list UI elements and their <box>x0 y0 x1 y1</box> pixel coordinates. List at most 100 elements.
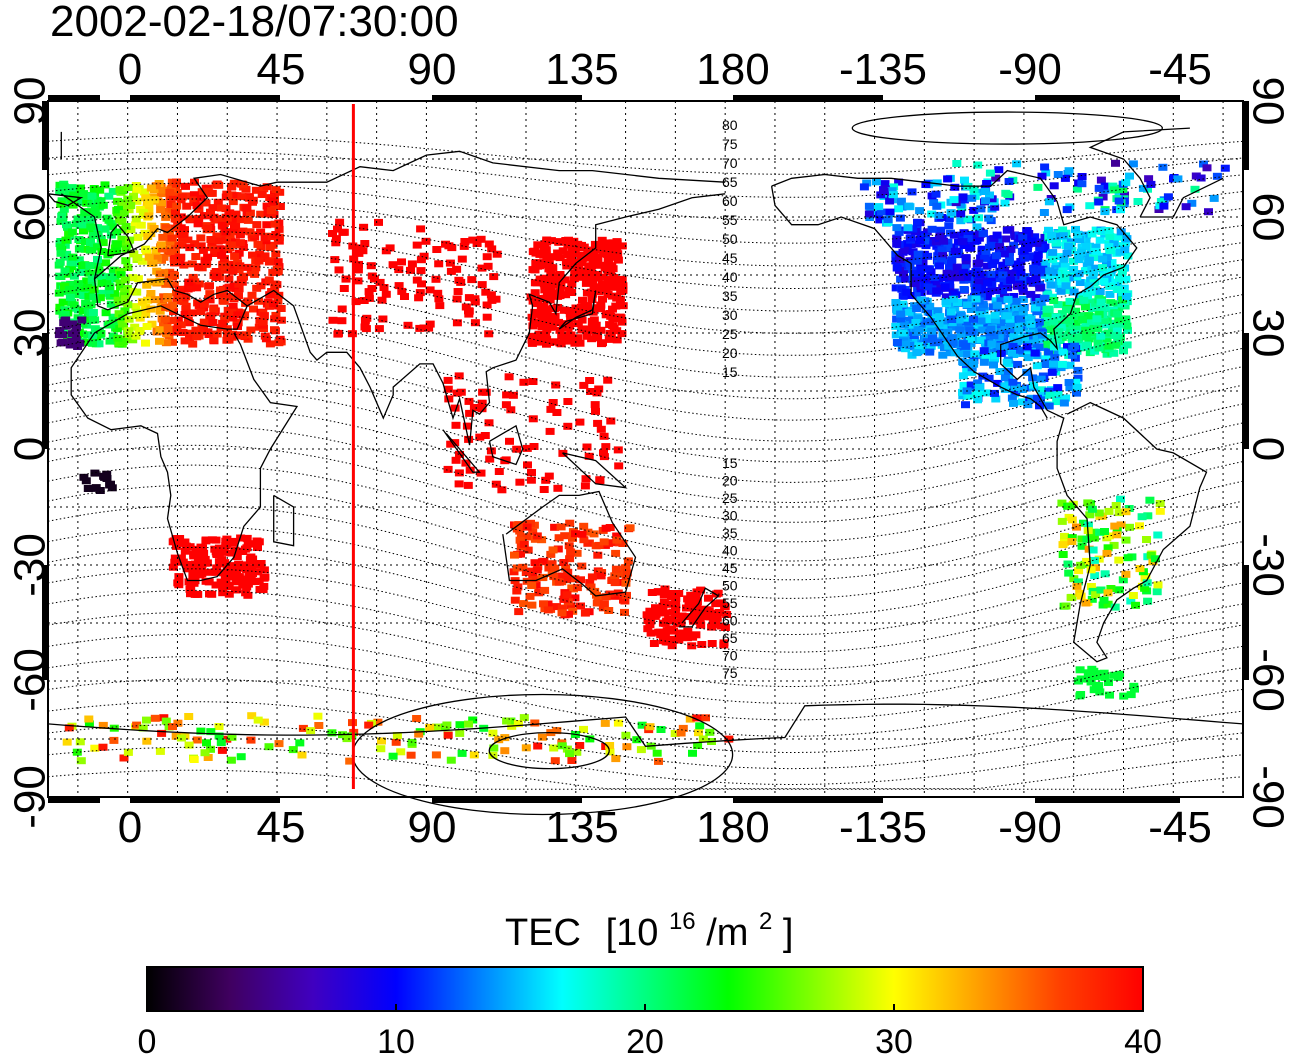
tec-cell <box>604 261 614 269</box>
tec-cell <box>1008 342 1018 350</box>
tec-cell <box>944 277 954 285</box>
tec-cell <box>345 757 355 765</box>
tec-cell <box>522 523 532 531</box>
tec-cell <box>894 205 904 213</box>
tec-cell <box>1145 496 1155 504</box>
tec-cell <box>257 191 267 198</box>
tec-cell <box>218 589 228 597</box>
contour-label-south: 60 <box>722 613 738 629</box>
tec-cell <box>211 581 221 589</box>
tec-cell <box>904 308 914 316</box>
tec-cell <box>557 742 567 750</box>
tec-cell <box>114 339 124 347</box>
tec-cell <box>189 196 199 204</box>
tec-cell <box>859 183 869 191</box>
tec-cell <box>229 537 238 545</box>
tec-cell <box>1126 691 1136 699</box>
tec-cell <box>1109 541 1119 549</box>
tec-cell <box>548 318 558 326</box>
tec-cell <box>911 292 921 300</box>
tec-cell <box>559 306 569 314</box>
tec-cell <box>1069 288 1079 296</box>
tec-cell <box>216 291 225 299</box>
tec-cell <box>216 324 226 331</box>
tec-cell <box>684 598 694 606</box>
tec-cell <box>559 559 569 566</box>
tec-cell <box>191 326 201 334</box>
tec-cell <box>78 320 88 328</box>
tec-cell <box>248 540 258 548</box>
tec-cell <box>231 210 241 218</box>
tec-cell <box>971 295 981 303</box>
tec-cell <box>568 534 577 542</box>
contour-label-south: 25 <box>722 490 738 506</box>
tec-cell <box>459 242 469 250</box>
tec-cell <box>480 432 490 439</box>
tec-cell <box>1083 499 1093 507</box>
tec-cell <box>1115 248 1125 256</box>
tec-cell <box>1067 334 1077 342</box>
contour-label-south: 45 <box>722 560 738 576</box>
tec-cell <box>259 566 269 574</box>
tec-cell <box>351 298 361 306</box>
tec-cell <box>603 251 613 258</box>
tec-cell <box>1111 159 1120 167</box>
tec-cell <box>711 617 721 625</box>
tec-cell <box>159 253 169 261</box>
tec-cell <box>1038 265 1048 273</box>
tec-cell <box>432 246 442 253</box>
tec-cell <box>93 224 102 232</box>
tec-cell <box>1086 566 1096 574</box>
tec-cell <box>193 590 203 598</box>
tec-cell <box>1007 394 1017 402</box>
tec-cell <box>213 237 223 245</box>
lon-tick-bottom: -45 <box>1148 803 1212 852</box>
tec-cell <box>470 298 480 306</box>
tec-cell <box>1053 301 1063 309</box>
tec-cell <box>527 582 537 589</box>
tec-cell <box>58 298 68 306</box>
tec-cell <box>954 316 964 324</box>
tec-cell <box>169 255 179 263</box>
tec-cell <box>691 593 701 601</box>
tec-cell <box>716 599 726 607</box>
tec-cell <box>1091 264 1101 272</box>
tec-cell <box>211 568 221 576</box>
tec-cell <box>297 751 307 759</box>
tec-cell <box>978 326 988 334</box>
tec-cell <box>553 249 563 257</box>
lon-tick-bottom: 135 <box>545 803 618 852</box>
tec-cell <box>707 640 717 647</box>
tec-cell <box>889 183 899 191</box>
tec-cell <box>584 452 594 460</box>
tec-cell <box>64 724 74 732</box>
tec-cell <box>578 296 587 304</box>
tec-cell <box>950 183 960 191</box>
tec-cell <box>476 235 486 243</box>
tec-cell <box>590 401 600 409</box>
tec-cell <box>563 422 573 430</box>
tec-cell <box>79 473 89 481</box>
tec-cell <box>610 246 620 254</box>
tec-cell <box>199 300 209 308</box>
tec-cell <box>1098 255 1108 263</box>
tec-cell <box>1089 556 1099 564</box>
contour-label-north: 65 <box>722 174 738 190</box>
lat-tick-left: 90 <box>6 77 55 126</box>
tec-cell <box>55 258 65 266</box>
colorbar-unit-exp1: 16 <box>669 908 696 935</box>
tec-cell <box>956 330 966 338</box>
tec-cell <box>64 285 74 293</box>
tec-cell <box>397 258 406 266</box>
tec-cell <box>88 309 98 316</box>
tec-cell <box>536 305 546 313</box>
tec-cell <box>484 330 494 338</box>
tec-cell <box>157 200 166 208</box>
tec-cell <box>196 194 206 202</box>
tec-cell <box>1212 172 1222 180</box>
tec-cell <box>909 280 919 288</box>
tec-cell <box>667 642 677 650</box>
tec-cell <box>925 348 935 356</box>
tec-cell <box>381 247 391 255</box>
tec-cell <box>172 325 182 333</box>
